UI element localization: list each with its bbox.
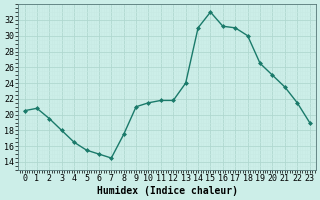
X-axis label: Humidex (Indice chaleur): Humidex (Indice chaleur) xyxy=(97,186,237,196)
